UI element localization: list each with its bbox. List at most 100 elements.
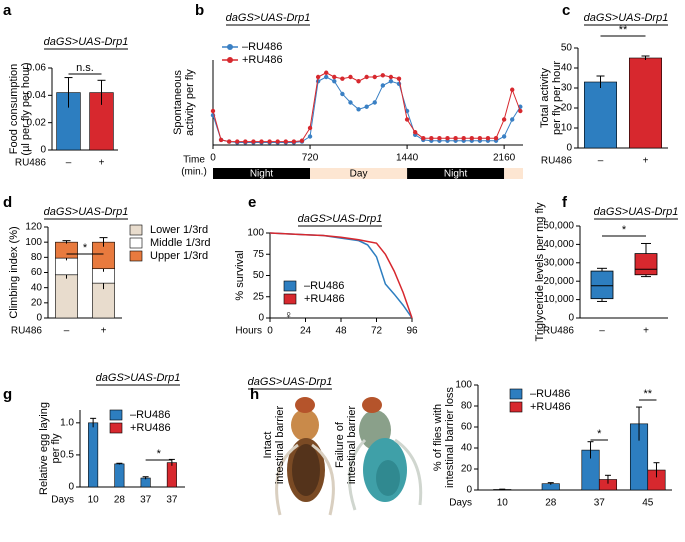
- data-point: [259, 139, 264, 144]
- y-tick-label: 0: [68, 482, 74, 493]
- data-point: [243, 139, 248, 144]
- y-axis-label: Total activity: [539, 68, 551, 128]
- data-point: [291, 139, 297, 144]
- significance-label: *: [622, 224, 627, 236]
- data-point: [461, 136, 466, 141]
- legend-marker: [227, 57, 233, 63]
- significance-label: **: [619, 24, 628, 36]
- x-tick-label: +: [643, 326, 649, 337]
- data-point: [348, 100, 353, 105]
- x-tick-label: –: [599, 326, 605, 337]
- bar: [628, 57, 662, 149]
- genotype-label: daGS>UAS-Drp1: [584, 12, 669, 24]
- x-tick-label: 37: [166, 495, 178, 506]
- legend-swatch: [509, 401, 523, 413]
- panel-letter: f: [562, 194, 568, 211]
- data-point: [307, 134, 313, 139]
- data-point: [340, 91, 345, 97]
- y-tick-label: 20,000: [543, 276, 574, 287]
- y-tick-label: 0: [258, 313, 264, 324]
- data-point: [235, 139, 240, 144]
- y-axis-label: % survival: [234, 250, 246, 300]
- data-point: [324, 74, 329, 80]
- x-tick-label: 10: [497, 498, 509, 509]
- panel-letter: h: [250, 386, 259, 403]
- series-line: [269, 232, 413, 319]
- x-tick-label: 48: [335, 326, 347, 337]
- data-point: [356, 107, 361, 112]
- y-tick-label: 30,000: [543, 257, 574, 268]
- x-axis-label: RU486: [541, 156, 573, 167]
- data-point: [364, 74, 369, 80]
- x-axis-label: Time: [183, 155, 205, 166]
- y-tick-label: 50: [253, 270, 265, 281]
- y-tick-label: 100: [247, 228, 264, 239]
- panel-letter: a: [3, 2, 12, 19]
- sex-symbol: ♀: [284, 308, 293, 322]
- x-axis-label: RU486: [15, 158, 47, 169]
- x-axis-label: (min.): [181, 167, 207, 178]
- legend-swatch: [129, 250, 143, 262]
- data-point: [364, 104, 369, 109]
- data-point: [372, 100, 377, 105]
- legend-swatch: [109, 409, 123, 421]
- bar: [166, 462, 177, 488]
- y-tick-label: 40,000: [543, 239, 574, 250]
- data-point: [421, 136, 426, 141]
- y-tick-label: 30: [561, 83, 573, 94]
- x-tick-label: +: [101, 326, 107, 337]
- data-point: [412, 130, 418, 135]
- y-axis-label: Triglyceride levels per mg fly: [534, 202, 546, 341]
- data-point: [404, 117, 410, 122]
- bar-segment: [55, 274, 78, 319]
- data-point: [445, 136, 450, 141]
- y-axis-label: activity per fly: [184, 69, 196, 136]
- data-point: [356, 79, 361, 84]
- bar-segment: [55, 257, 78, 276]
- y-tick-label: 20: [461, 464, 473, 475]
- data-point: [315, 74, 321, 80]
- x-tick-label: 24: [300, 326, 312, 337]
- legend-swatch: [509, 388, 523, 400]
- significance-label: *: [157, 448, 162, 460]
- y-tick-label: 20: [561, 103, 573, 114]
- genotype-label: daGS>UAS-Drp1: [96, 372, 181, 384]
- genotype-label: daGS>UAS-Drp1: [248, 376, 333, 388]
- period-bar: [213, 168, 311, 179]
- period-bar: [504, 168, 523, 179]
- x-tick-label: 0: [267, 326, 273, 337]
- data-point: [332, 74, 337, 80]
- period-label: Night: [444, 169, 468, 180]
- y-tick-label: 0: [566, 143, 572, 154]
- data-point: [510, 87, 515, 92]
- x-axis-label: RU486: [543, 326, 575, 337]
- data-point: [299, 138, 305, 143]
- x-tick-label: –: [66, 158, 72, 169]
- x-tick-label: 37: [594, 498, 606, 509]
- bar: [114, 463, 125, 488]
- panel-letter: c: [562, 2, 570, 19]
- legend-swatch: [109, 422, 123, 434]
- data-point: [477, 136, 483, 141]
- data-point: [453, 136, 458, 141]
- y-tick-label: 100: [455, 380, 472, 391]
- significance-label: n.s.: [76, 62, 94, 74]
- legend-swatch: [129, 237, 143, 249]
- x-tick-label: 0: [210, 153, 216, 164]
- y-axis-label: Climbing index (%): [8, 226, 20, 318]
- legend-label: +RU486: [530, 401, 571, 413]
- legend-label: –RU486: [242, 41, 282, 53]
- legend-label: Middle 1/3rd: [150, 237, 211, 249]
- series-line: [269, 232, 413, 319]
- bar: [88, 422, 99, 488]
- box: [634, 253, 658, 276]
- y-tick-label: 0.06: [27, 63, 47, 74]
- image-label: Intact: [262, 432, 274, 459]
- fly-image-intact: [275, 397, 335, 516]
- data-point: [267, 139, 272, 144]
- data-point: [226, 139, 232, 144]
- data-point: [388, 79, 394, 84]
- y-axis-label: per fly: [50, 433, 62, 463]
- y-axis-label: Spontaneous: [172, 70, 184, 135]
- data-point: [429, 136, 434, 141]
